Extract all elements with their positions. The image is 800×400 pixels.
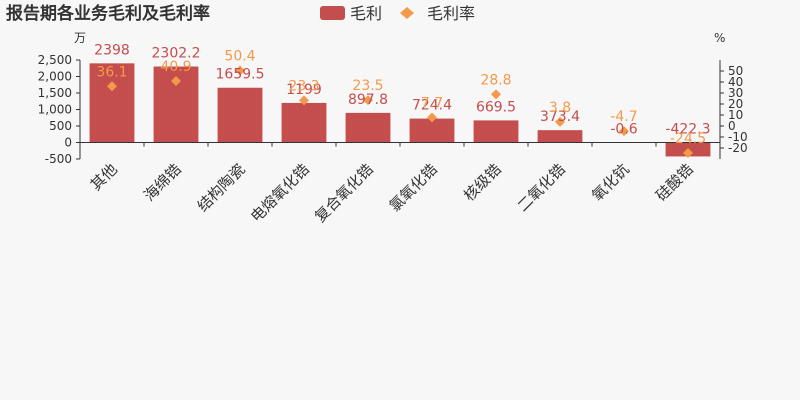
rate-series [107,65,693,158]
right-tick-label: 10 [728,108,743,122]
rate-labels: 36.1 40.9 50.4 23.3 23.5 7.7 28.8 3.8 -4.7 -24.5 [96,49,706,147]
left-tick-label: 2,000 [38,70,72,84]
category-label: 氧化钪 [588,160,633,205]
category-label: 其他 [87,160,121,194]
category-label: 电熔氧化锆 [247,160,313,226]
left-axis: -500 0 500 1,000 1,500 2,000 2,500 [38,53,81,166]
rate-point [619,126,629,137]
right-tick-label: 0 [728,119,736,133]
legend[interactable]: 毛利 毛利率 [320,4,475,23]
profit-value-label: 897.8 [348,92,388,108]
rate-point [555,116,565,127]
rate-value-label: 23.5 [352,78,383,94]
rate-value-label: -4.7 [610,109,637,125]
profit-value-label: 724.4 [412,98,452,114]
category-label: 氯氧化锆 [386,160,441,215]
rate-value-label: 28.8 [480,72,511,88]
category-label: 二氧化锆 [514,160,569,215]
profit-value-label: 669.5 [476,99,516,115]
x-axis [79,142,721,147]
category-label: 复合氧化锆 [311,160,377,226]
legend-rate-label: 毛利率 [427,4,475,23]
bar-series [89,63,711,157]
right-tick-label: 50 [728,64,743,78]
right-tick-label: -20 [728,141,748,155]
left-tick-label: 1,500 [38,86,72,100]
right-tick-label: -10 [728,130,748,144]
profit-bar [409,118,455,143]
right-tick-label: 20 [728,97,743,111]
left-tick-label: -500 [45,152,72,166]
rate-point [363,95,373,106]
left-tick-label: 0 [64,136,72,150]
profit-value-label: -0.6 [610,122,637,138]
category-label: 核级锆 [460,160,505,205]
profit-value-label: -422.3 [665,122,710,138]
rate-point [235,65,245,76]
profit-value-label: 1659.5 [216,67,265,83]
profit-bar [473,120,519,143]
rate-point [107,81,117,92]
profit-bar [345,112,391,143]
rate-value-label: 7.7 [421,96,443,112]
profit-bar [217,87,263,143]
bar-labels: 2398 2302.2 1659.5 1199 897.8 724.4 669.5 373.4… [94,42,710,137]
profit-value-label: 2302.2 [152,46,201,62]
rate-point [299,95,309,106]
category-label: 结构陶瓷 [194,160,249,215]
rate-point [491,89,501,100]
chart-title: 报告期各业务毛利及毛利率 [6,3,210,24]
profit-value-label: 2398 [94,42,130,58]
legend-rate-icon [400,7,414,19]
rate-value-label: 36.1 [96,64,127,80]
profit-bar [281,102,327,143]
rate-value-label: 40.9 [160,59,191,75]
right-axis-unit: % [714,31,725,45]
right-tick-label: 30 [728,86,743,100]
rate-value-label: 23.3 [288,78,319,94]
profit-value-label: 373.4 [540,109,580,125]
profit-bar [89,63,135,143]
left-tick-label: 1,000 [38,103,72,117]
rate-point [427,112,437,123]
profit-value-label: 1199 [286,82,322,98]
legend-profit-icon [320,6,345,20]
rate-value-label: -24.5 [670,131,706,147]
left-tick-label: 2,500 [38,53,72,67]
legend-profit-label: 毛利 [350,4,382,23]
category-label: 海绵锆 [140,160,185,205]
right-tick-label: 40 [728,75,743,89]
rate-point [683,147,693,158]
rate-value-label: 3.8 [549,100,571,116]
left-axis-unit: 万 [74,31,86,45]
left-tick-label: 500 [49,119,72,133]
rate-point [171,76,181,87]
rate-value-label: 50.4 [224,49,255,65]
category-label: 硅酸锆 [652,160,697,205]
profit-bar [537,130,583,143]
